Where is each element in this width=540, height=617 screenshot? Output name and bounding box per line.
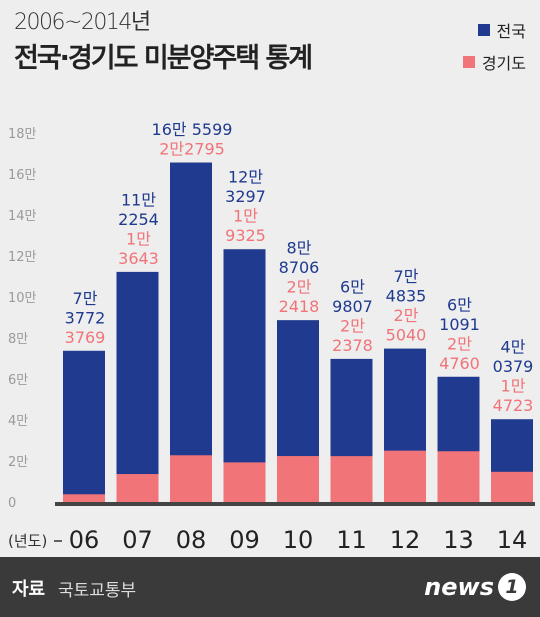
x-tick-label: 10 — [283, 526, 314, 554]
x-tick-label: 07 — [122, 526, 153, 554]
bar-gyeonggi — [63, 494, 105, 502]
bar-gyeonggi — [437, 451, 480, 502]
bar-gyeonggi — [491, 471, 533, 502]
bar-gyeonggi — [277, 456, 319, 502]
legend-swatch-national — [477, 24, 490, 36]
data-label-gyeonggi: 4723 — [493, 396, 534, 415]
data-label-national: 8만 — [287, 239, 312, 258]
y-tick-label: 14만 — [8, 209, 37, 224]
y-tick-label: 10만 — [8, 291, 37, 306]
legend-label-gyeonggi: 경기도 — [481, 54, 526, 73]
data-label-gyeonggi: 3643 — [118, 249, 159, 268]
data-label-gyeonggi: 2만2795 — [159, 140, 225, 159]
data-label-gyeonggi: 9325 — [225, 226, 266, 245]
y-tick-label: 4만 — [8, 414, 28, 429]
data-label-national: 8706 — [279, 258, 320, 277]
bar-national — [63, 350, 105, 502]
data-label-national: 9807 — [332, 297, 373, 316]
x-tick-label: 11 — [336, 526, 367, 554]
x-tick-label: 08 — [176, 526, 207, 554]
source-value: 국토교통부 — [58, 581, 137, 601]
data-label-gyeonggi: 1만 — [233, 207, 258, 226]
chart-header: 2006~2014년 전국·경기도 미분양주택 통계 전국 경기도 — [0, 0, 540, 90]
y-tick-label: 18만 — [8, 127, 37, 142]
y-tick-label: 12만 — [8, 250, 37, 265]
y-tick-label: 16만 — [8, 168, 37, 183]
data-label-national: 7만 — [73, 289, 98, 308]
x-tick-label: 13 — [443, 526, 474, 554]
footer: 자료 국토교통부 news 1 — [0, 557, 540, 617]
bar-gyeonggi — [384, 450, 426, 502]
bar-gyeonggi — [223, 462, 266, 502]
data-label-gyeonggi: 2만 — [394, 306, 419, 325]
data-label-gyeonggi: 4760 — [439, 354, 480, 373]
data-label-gyeonggi: 2만 — [447, 334, 472, 353]
legend-label-national: 전국 — [496, 22, 526, 41]
x-tick-label: 12 — [390, 526, 421, 554]
legend-item-national: 전국 — [463, 18, 526, 42]
x-tick-label: 06 — [69, 526, 100, 554]
data-label-national: 3297 — [225, 187, 266, 206]
data-label-gyeonggi: 2만 — [340, 316, 365, 335]
data-label-national: 2254 — [118, 210, 159, 229]
data-label-national: 16만 5599 — [152, 120, 233, 139]
data-label-national: 0379 — [493, 357, 534, 376]
data-label-national: 3772 — [65, 308, 106, 327]
data-label-national: 6만 — [340, 277, 365, 296]
bar-gyeonggi — [330, 456, 373, 502]
x-axis-label: (년도) — [8, 532, 47, 550]
data-label-gyeonggi: 1만 — [501, 377, 526, 396]
data-label-gyeonggi: 2378 — [332, 336, 373, 355]
x-tick-label: 14 — [497, 526, 528, 554]
news1-logo: news 1 — [424, 567, 526, 607]
data-label-gyeonggi: 5040 — [386, 326, 427, 345]
data-label-national: 1091 — [439, 315, 480, 334]
bar-gyeonggi — [170, 455, 212, 502]
chart-subtitle: 2006~2014년 — [14, 10, 151, 35]
data-label-national: 12만 — [228, 168, 263, 187]
data-label-national: 11만 — [121, 190, 156, 209]
source-label: 자료 — [12, 579, 46, 600]
data-label-national: 4만 — [501, 338, 526, 357]
bar-chart: 02만4만6만8만10만12만14만16만18만067만377237690711… — [8, 120, 535, 554]
y-tick-label: 2만 — [8, 455, 28, 470]
bar-national — [223, 249, 266, 502]
y-tick-label: 0 — [8, 496, 16, 511]
bar-gyeonggi — [116, 474, 159, 502]
data-label-gyeonggi: 3769 — [65, 328, 106, 347]
data-label-gyeonggi: 2418 — [279, 297, 320, 316]
logo-badge: 1 — [498, 573, 526, 601]
legend: 전국 경기도 — [462, 18, 526, 82]
y-tick-label: 6만 — [8, 373, 28, 388]
legend-swatch-gyeonggi — [462, 56, 475, 68]
x-tick-label: 09 — [229, 526, 260, 554]
data-label-gyeonggi: 2만 — [287, 278, 312, 297]
data-label-national: 6만 — [447, 295, 472, 314]
data-label-national: 7만 — [394, 267, 419, 286]
logo-text: news — [424, 573, 494, 601]
data-label-national: 4835 — [386, 287, 427, 306]
chart-title: 전국·경기도 미분양주택 통계 — [14, 43, 313, 74]
bar-national — [116, 271, 159, 502]
y-tick-label: 8만 — [8, 332, 28, 347]
legend-item-gyeonggi: 경기도 — [462, 50, 526, 74]
bar-national — [170, 162, 212, 503]
data-label-gyeonggi: 1만 — [126, 229, 151, 248]
